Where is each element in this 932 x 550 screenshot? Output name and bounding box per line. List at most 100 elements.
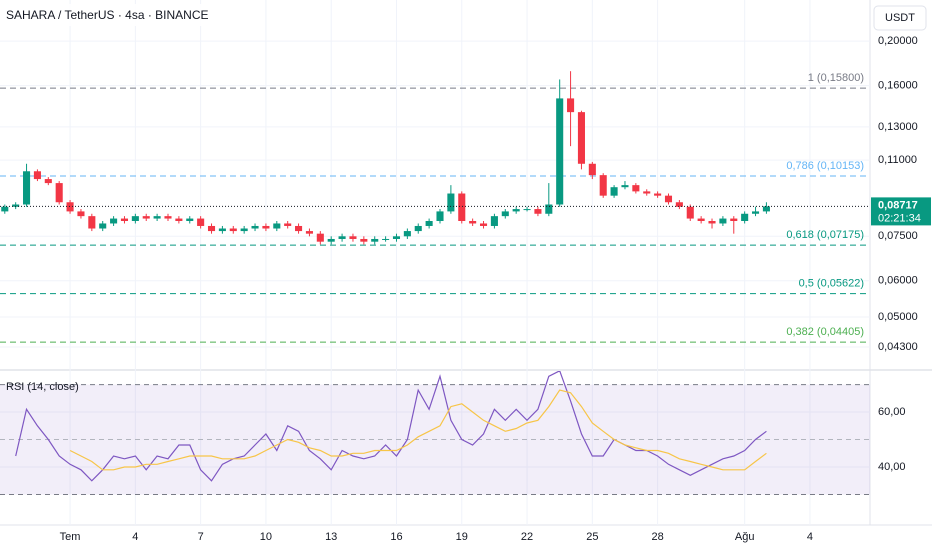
level-label: 0,618 (0,07175) [786, 229, 864, 241]
y-tick-label: 0,07500 [878, 230, 918, 242]
candle-body [1, 206, 9, 212]
candle-body [469, 220, 477, 224]
x-tick-label: 22 [521, 531, 533, 543]
last-price-label: 0,08717 [878, 199, 918, 211]
candle-body [458, 193, 466, 221]
candle-body [77, 211, 85, 217]
candle-body [142, 216, 150, 219]
candle-body [479, 223, 488, 226]
candle-body [534, 209, 542, 214]
x-tick-label: 7 [198, 531, 204, 543]
candle-body [164, 216, 172, 219]
y-tick-label: 0,13000 [878, 121, 918, 133]
x-tick-label: Ağu [735, 531, 755, 543]
price-pane: 1 (0,15800) 0,786 (0,10153) 0,618 (0,07175… [0, 71, 870, 343]
candle-body [752, 211, 760, 214]
candle-body [643, 191, 651, 194]
candle-body [229, 228, 237, 232]
candle-body [425, 220, 433, 226]
candle-body [686, 206, 694, 219]
candle-body [99, 223, 107, 229]
y-tick-label: 0,05000 [878, 311, 918, 323]
candle-body [392, 236, 401, 239]
x-tick-label: Tem [60, 531, 81, 543]
candle-body [131, 216, 139, 221]
y-tick-label: 40,00 [878, 461, 906, 473]
candle-body [632, 185, 640, 192]
candle-body [175, 218, 183, 221]
candle-body [621, 185, 629, 188]
candle-body [436, 211, 444, 221]
candle-body [295, 225, 303, 232]
candle-body [588, 163, 596, 176]
candle-body [305, 231, 313, 234]
candle-body [501, 211, 509, 217]
last-price-box [871, 197, 931, 226]
candle-body [338, 236, 346, 239]
x-tick-label: 4 [807, 531, 813, 543]
x-tick-label: 13 [325, 531, 337, 543]
candle-body [403, 231, 411, 237]
candle-body [719, 218, 727, 224]
candle-body [284, 223, 292, 226]
candle-body [610, 187, 618, 196]
currency[interactable]: USDT [885, 12, 915, 24]
currency-box[interactable] [873, 5, 927, 31]
candle-body [251, 225, 259, 229]
candle-body [66, 202, 74, 212]
y-tick-label: 60,00 [878, 406, 906, 418]
candle-body [197, 218, 205, 226]
candle-body [120, 218, 129, 221]
candle-body [512, 209, 520, 212]
candle-body [110, 218, 118, 224]
y-tick-label: 0,11000 [878, 154, 917, 166]
candle-body [577, 112, 585, 164]
candle-body [262, 225, 270, 229]
candle-body [567, 98, 575, 113]
candle-body [697, 218, 705, 221]
chart-title: SAHARA / TetherUS · 4sa · BINANCE [6, 8, 209, 22]
level-label: 1 (0,15800) [808, 72, 864, 84]
grid [0, 0, 870, 525]
x-tick-label: 28 [651, 531, 663, 543]
candle-body [360, 238, 368, 242]
candle-body [33, 171, 41, 180]
candle-body [490, 216, 498, 226]
candle-body [675, 202, 683, 207]
x-tick-label: 16 [390, 531, 402, 543]
candle-body [55, 183, 63, 203]
candle-body [12, 204, 20, 207]
x-tick-label: 25 [586, 531, 598, 543]
rsi-pane [0, 371, 870, 495]
level-label: 0,786 (0,10153) [786, 160, 864, 172]
candle-body [327, 238, 335, 242]
candle-body [708, 220, 716, 224]
candle-body [218, 228, 226, 232]
candle-body [523, 209, 531, 211]
x-tick-label: 19 [456, 531, 468, 543]
candle-body [44, 179, 52, 184]
candle-body [741, 213, 749, 221]
candle-body [371, 238, 379, 242]
candle-body [88, 216, 96, 229]
level-label: 0,5 (0,05622) [799, 278, 864, 290]
candle-body [273, 223, 281, 229]
candle-body [599, 175, 607, 196]
countdown: 02:21:34 [878, 212, 921, 224]
candle-body [23, 171, 31, 205]
candle-body [762, 206, 770, 212]
y-tick-label: 0,04300 [878, 341, 918, 353]
axes: Tem 4 7 10 13 16 19 22 25 28 Ağu 4 0,20000 0,16000 0,1… [60, 35, 931, 543]
candle-body [414, 225, 422, 232]
candle-body [556, 98, 564, 205]
candle-body [447, 193, 455, 212]
candle-body [153, 216, 161, 219]
level-label: 0,382 (0,04405) [786, 326, 864, 338]
candle-body [654, 193, 662, 196]
candle-body [664, 195, 673, 203]
title-bg [0, 4, 226, 26]
x-tick-label: 4 [132, 531, 138, 543]
candle-body [349, 236, 357, 239]
candle-body [382, 238, 390, 240]
